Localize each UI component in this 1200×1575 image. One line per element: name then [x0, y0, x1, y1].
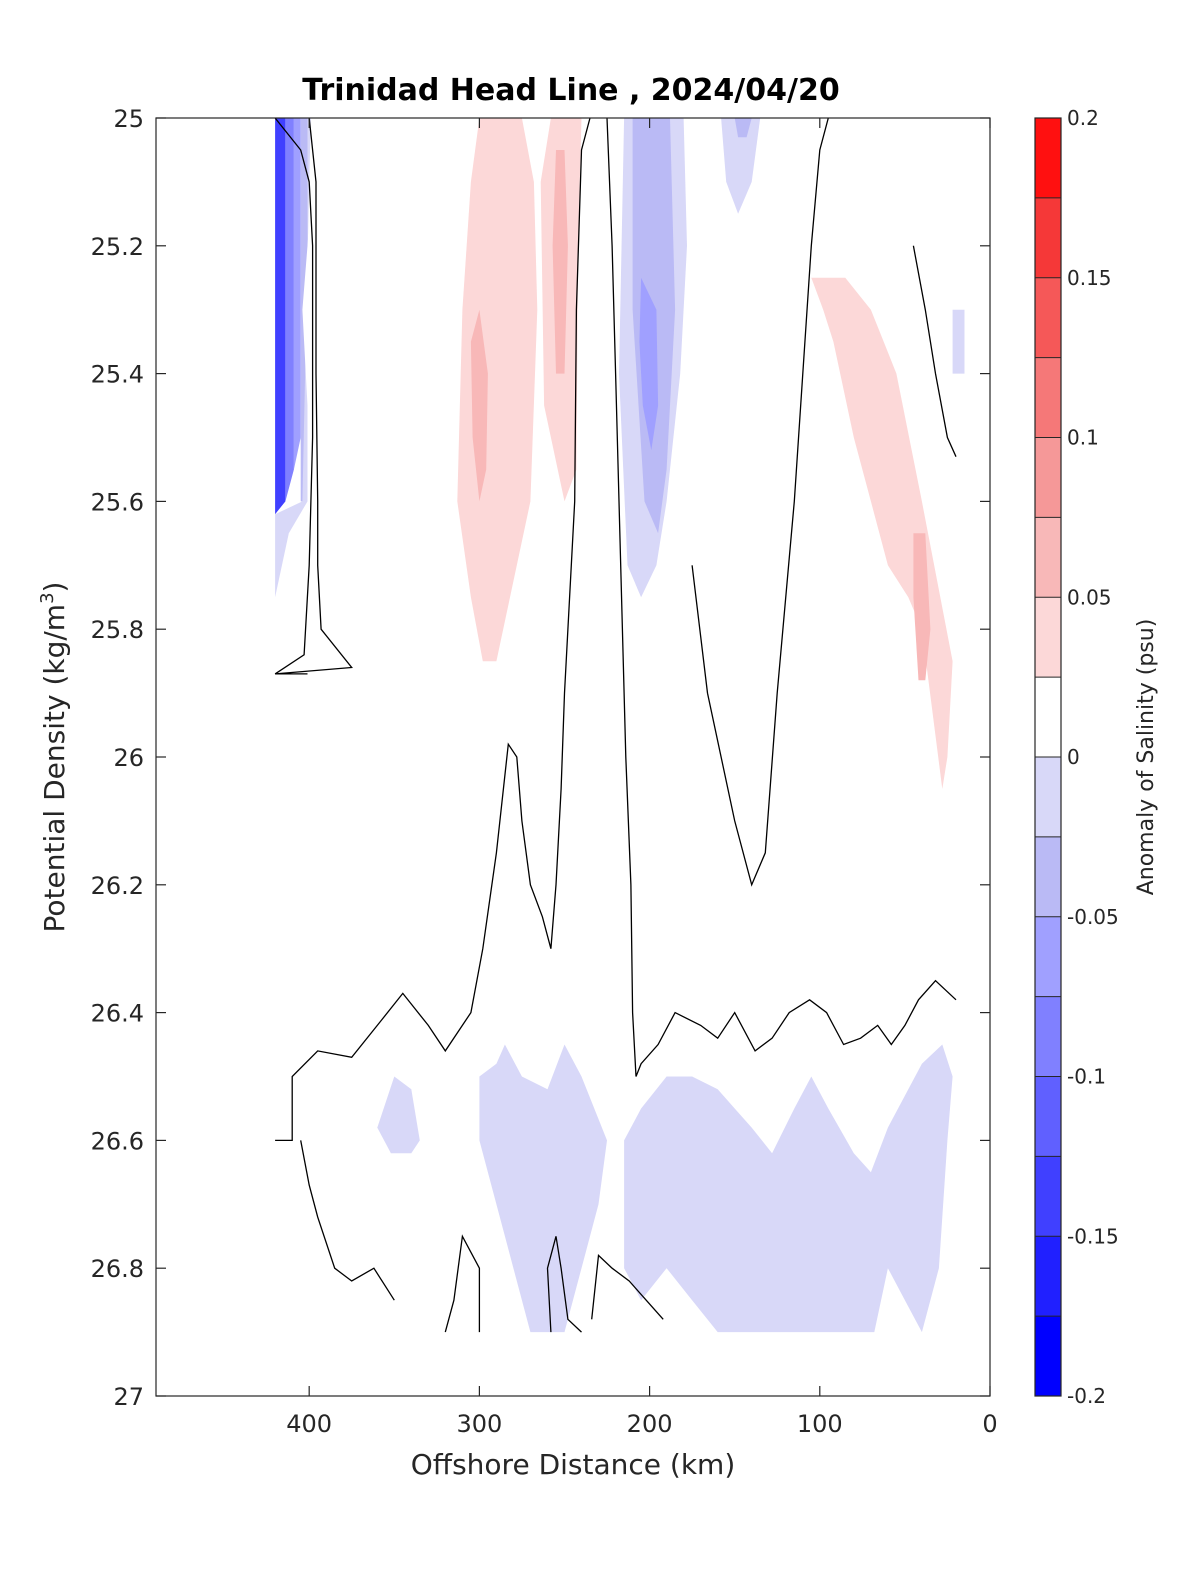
colorbar-swatch	[1035, 677, 1061, 757]
y-tick-label: 25.8	[91, 616, 144, 644]
contour-region	[552, 150, 568, 374]
colorbar-tick-label: 0	[1067, 745, 1080, 769]
contour-region	[639, 277, 659, 451]
colorbar-swatch	[1035, 437, 1061, 518]
colorbar-swatch	[1035, 836, 1061, 917]
x-tick-label: 400	[286, 1410, 332, 1438]
y-tick-label: 25.2	[91, 233, 144, 261]
colorbar-label: Anomaly of Salinity (psu)	[1134, 619, 1159, 896]
colorbar-swatch	[1035, 916, 1061, 997]
colorbar-swatch	[1035, 118, 1061, 198]
contour-region	[624, 1044, 953, 1333]
plot-area	[155, 117, 991, 1397]
contour-region	[479, 1044, 607, 1333]
y-tick-label: 26.4	[91, 1000, 144, 1028]
colorbar-swatch	[1035, 197, 1061, 278]
x-tick-label: 300	[456, 1410, 502, 1438]
colorbar-swatch	[1035, 517, 1061, 598]
y-axis-label-superscript: 3	[37, 592, 58, 603]
contour-region	[777, 194, 956, 789]
contour-region	[952, 309, 965, 374]
zero-contour-line	[912, 245, 957, 457]
zero-contour-line	[591, 1254, 664, 1320]
y-axis-label-close: )	[38, 582, 71, 593]
y-axis-label: Potential Density (kg/m3)	[37, 582, 71, 933]
zero-contour-line	[275, 118, 591, 1142]
y-axis: 25 25.2 25.4 25.6 25.8 26 26.2 26.4 26.6 26.8 27	[91, 105, 990, 1411]
colorbar-swatch	[1035, 1236, 1061, 1317]
contour-region	[285, 118, 294, 502]
contour-region	[721, 118, 761, 214]
contour-region	[293, 118, 301, 470]
colorbar-swatch	[1035, 757, 1061, 837]
contour-region	[734, 118, 752, 138]
contour-region	[811, 277, 953, 789]
zero-contour-line	[444, 1234, 481, 1333]
y-tick-label: 26.6	[91, 1127, 144, 1155]
y-tick-label: 26.8	[91, 1255, 144, 1283]
zero-contour-line	[691, 118, 829, 887]
x-axis-label: Offshore Distance (km)	[411, 1448, 736, 1481]
chart-title: Trinidad Head Line , 2024/04/20	[302, 73, 839, 108]
contour-fills	[275, 118, 965, 1333]
colorbar-tick-label: -0.1	[1067, 1065, 1106, 1089]
colorbar-swatch	[1035, 1076, 1061, 1157]
colorbar-swatch	[1035, 277, 1061, 358]
colorbar-swatch	[1035, 597, 1061, 678]
x-tick-label: 200	[627, 1410, 673, 1438]
contour-region	[275, 118, 311, 598]
y-tick-label: 25	[113, 105, 144, 133]
y-tick-label: 26.2	[91, 872, 144, 900]
colorbar: 0.2 0.15 0.1 0.05 0 -0.05 -0.1 -0.15 -0.2	[1034, 106, 1119, 1408]
x-tick-label: 100	[797, 1410, 843, 1438]
y-tick-label: 25.4	[91, 361, 144, 389]
contour-region	[377, 1076, 420, 1154]
y-tick-label: 27	[113, 1383, 144, 1411]
contour-region	[913, 533, 931, 681]
y-tick-label: 25.6	[91, 488, 144, 516]
colorbar-swatch	[1035, 996, 1061, 1077]
zero-contour-line	[546, 1236, 582, 1333]
y-tick-label: 26	[113, 744, 144, 772]
colorbar-tick-label: 0.05	[1067, 585, 1112, 609]
zero-contour-line	[300, 1140, 395, 1301]
contour-region	[457, 118, 538, 662]
x-tick-label: 0	[982, 1410, 997, 1438]
zero-contour-line	[275, 118, 353, 675]
colorbar-tick-label: 0.1	[1067, 426, 1099, 450]
colorbar-tick-label: -0.15	[1067, 1224, 1119, 1248]
zero-contour-line	[606, 118, 957, 1077]
y-axis-label-main: Potential Density (kg/m	[38, 604, 71, 933]
colorbar-swatch	[1035, 1156, 1061, 1237]
contour-region	[275, 118, 286, 515]
colorbar-swatch	[1035, 1316, 1061, 1396]
x-axis: 400 300 200 100 0	[286, 118, 998, 1438]
colorbar-swatch	[1035, 357, 1061, 438]
zero-contour-line	[274, 118, 314, 675]
colorbar-tick-label: 0.2	[1067, 106, 1099, 130]
zero-contour-lines	[274, 118, 957, 1333]
colorbar-tick-label: 0.15	[1067, 266, 1112, 290]
colorbar-tick-label: -0.05	[1067, 905, 1119, 929]
contour-region	[470, 309, 488, 502]
colorbar-frame	[1034, 117, 1062, 1397]
colorbar-tick-label: -0.2	[1067, 1384, 1106, 1408]
